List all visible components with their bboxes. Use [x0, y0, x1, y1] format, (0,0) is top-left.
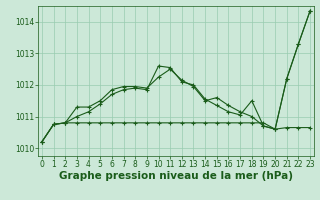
X-axis label: Graphe pression niveau de la mer (hPa): Graphe pression niveau de la mer (hPa)	[59, 171, 293, 181]
